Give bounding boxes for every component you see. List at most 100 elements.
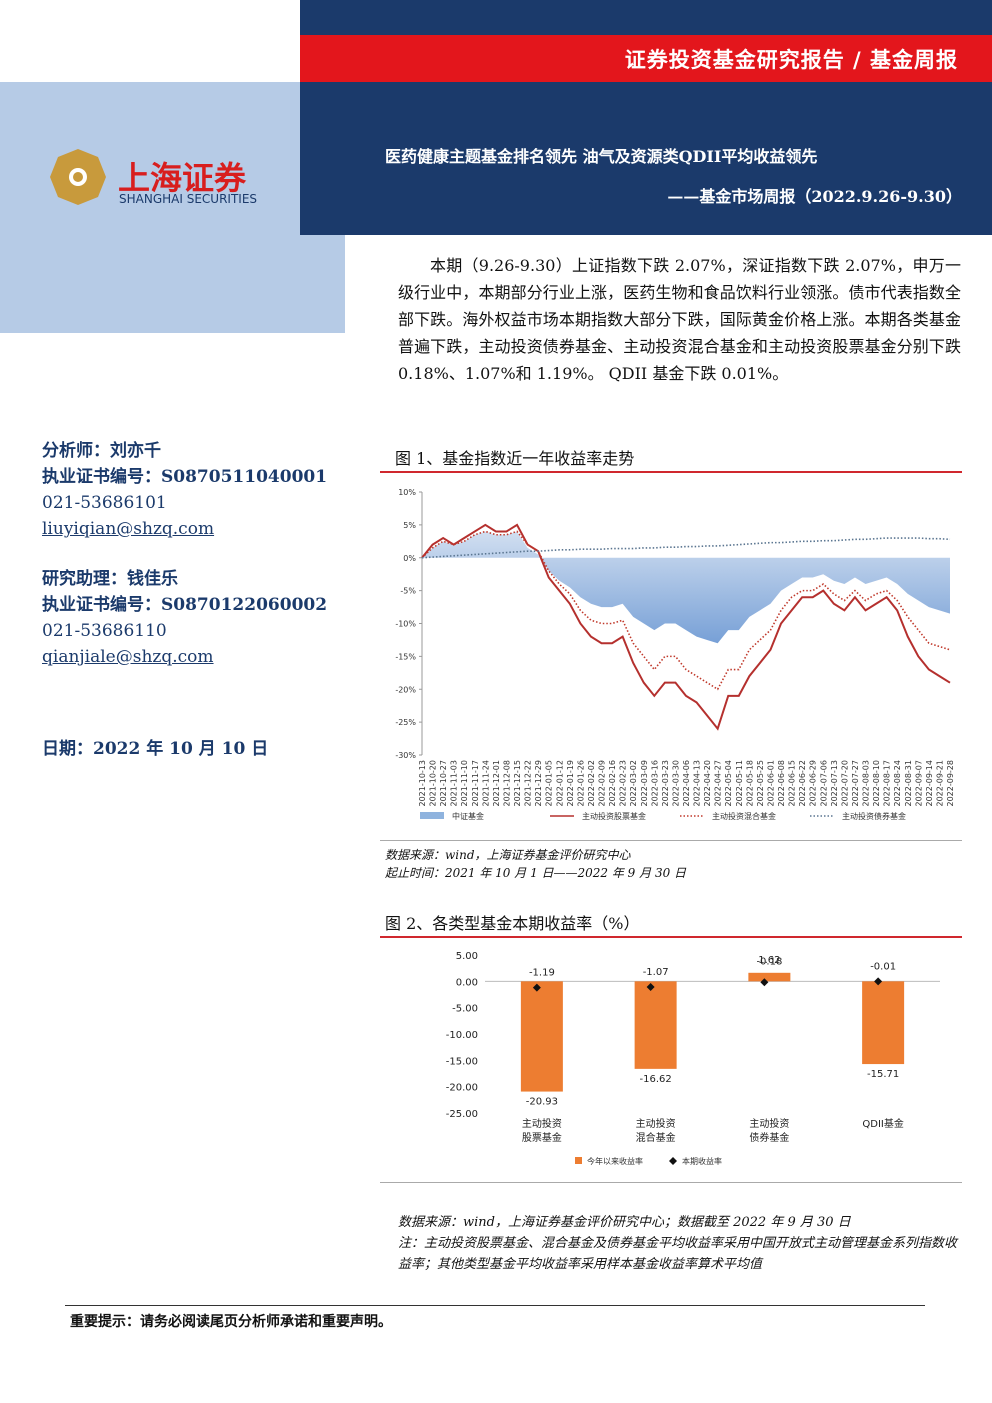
- analyst: 分析师：刘亦千: [42, 441, 161, 461]
- x-tick-label: 2022-02-23: [619, 760, 628, 807]
- bar-label: -15.71: [867, 1069, 899, 1080]
- x-tick-label: 2021-10-20: [429, 760, 438, 807]
- y-tick-label: -30%: [395, 751, 416, 760]
- x-tick-label: 2022-09-28: [946, 760, 955, 807]
- header-subtitle: ——基金市场周报（2022.9.26-9.30）: [667, 187, 962, 206]
- x-tick-label: 2022-01-05: [545, 760, 554, 807]
- x-tick-label: 2022-03-02: [629, 760, 638, 807]
- x-tick-label: 2021-12-15: [513, 760, 522, 807]
- bar: [520, 981, 563, 1092]
- cert: 执业证书编号：S0870511040001: [42, 467, 328, 487]
- x-tick-label: 2021-10-27: [439, 760, 448, 807]
- x-tick-label: 2022-03-16: [650, 760, 659, 807]
- bar-label: -20.93: [526, 1097, 558, 1108]
- legend-label: 中证基金: [452, 811, 484, 821]
- diamond: [874, 977, 883, 986]
- x-tick-label: 2022-08-17: [883, 760, 892, 807]
- x-tick-label: 2022-06-08: [777, 760, 786, 807]
- x-tick-label: 2022-07-20: [840, 760, 849, 807]
- legend-label: 主动投资股票基金: [582, 811, 646, 821]
- x-tick-label: 2022-08-31: [904, 760, 913, 807]
- x-tick-label: 2022-06-01: [766, 760, 775, 807]
- footer: 重要提示：请务必阅读尾页分析师承诺和重要声明。: [70, 1314, 392, 1330]
- x-tick-label: 2022-03-09: [640, 760, 649, 807]
- x-tick-label: 2022-01-12: [555, 760, 564, 807]
- header-red: [300, 35, 992, 82]
- side-band: [0, 82, 345, 333]
- legend-label: 主动投资混合基金: [712, 811, 776, 821]
- rule: [380, 840, 962, 841]
- x-tick-label: 2022-03-30: [671, 760, 680, 807]
- legend-label: 本期收益率: [682, 1156, 722, 1166]
- x-tick-label: 2022-09-21: [935, 760, 944, 807]
- dot-label: -1.19: [529, 968, 555, 979]
- y-tick-label: -5%: [400, 587, 416, 596]
- bar: [634, 981, 677, 1069]
- x-tick-label: 2021-11-03: [450, 760, 459, 807]
- email[interactable]: qianjiale@shzq.com: [42, 647, 214, 667]
- y-tick-label: -10%: [395, 620, 416, 629]
- x-tick-label: 2022-07-06: [819, 760, 828, 807]
- x-tick-label: QDII基金: [862, 1117, 903, 1130]
- x-tick-label: 2022-08-10: [872, 760, 881, 807]
- x-tick-label: 2022-04-06: [682, 760, 691, 807]
- legend-swatch: [669, 1157, 677, 1165]
- header-series: 证券投资基金研究报告 / 基金周报: [624, 47, 958, 72]
- legend-label: 今年以来收益率: [587, 1156, 643, 1166]
- x-tick-label: 2022-06-29: [809, 760, 818, 807]
- y-tick-label: -20%: [395, 685, 416, 694]
- x-tick-label: 2022-09-07: [914, 760, 923, 807]
- x-tick-label: 2022-06-15: [788, 760, 797, 807]
- x-tick-label: 2021-12-29: [534, 760, 543, 807]
- area: [422, 531, 950, 644]
- figure-caption: 图 2、各类型基金本期收益率（%）: [385, 914, 640, 933]
- figure-source: 数据来源：wind，上海证券基金评价研究中心起止时间：2021 年 10 月 1…: [385, 846, 686, 882]
- email[interactable]: liuyiqian@shzq.com: [42, 519, 215, 539]
- y-tick-label: 5%: [403, 521, 416, 530]
- x-tick-label: 2022-05-11: [735, 760, 744, 807]
- y-tick-label: -20.00: [446, 1083, 478, 1094]
- y-tick-label: -15.00: [446, 1056, 478, 1067]
- x-tick-label: 2021-10-13: [418, 760, 427, 807]
- period: 起止时间：2021 年 10 月 1 日——2022 年 9 月 30 日: [385, 866, 687, 880]
- y-tick-label: -5.00: [452, 1004, 478, 1015]
- x-tick-label: 2022-08-03: [862, 760, 871, 807]
- phone: 021-53686101: [42, 493, 167, 513]
- rule: [65, 1305, 925, 1306]
- logo-icon: [50, 149, 106, 205]
- figure-notes: 数据来源：wind，上海证券基金评价研究中心；数据截至 2022 年 9 月 3…: [398, 1212, 964, 1275]
- x-tick-label: 2022-02-16: [608, 760, 617, 807]
- x-tick-label: 2021-11-17: [471, 760, 480, 807]
- x-tick-label: 主动投资股票基金: [522, 1117, 562, 1144]
- assistant: 研究助理：钱佳乐: [42, 569, 178, 589]
- x-tick-label: 2022-03-23: [661, 760, 670, 807]
- y-tick-label: -10.00: [446, 1030, 478, 1041]
- diamond: [532, 983, 541, 992]
- y-tick-label: -25%: [395, 718, 416, 727]
- line: [421, 537, 951, 559]
- source: 数据来源：wind，上海证券基金评价研究中心；数据截至 2022 年 9 月 3…: [398, 1215, 851, 1230]
- x-tick-label: 2022-04-20: [703, 760, 712, 807]
- x-tick-label: 2021-11-10: [460, 760, 469, 807]
- legend-swatch: [575, 1157, 582, 1164]
- logo-cn: 上海证券: [118, 159, 247, 197]
- chart: 10% 5% 0% -5% -10% -15% -20% -25% -30%2021-10-13…: [395, 488, 955, 821]
- x-tick-label: 2021-11-24: [481, 760, 490, 807]
- line: [421, 523, 951, 731]
- x-tick-label: 2022-05-25: [756, 760, 765, 807]
- phone: 021-53686110: [42, 621, 167, 641]
- y-tick-label: -15%: [395, 652, 416, 661]
- source: 数据来源：wind，上海证券基金评价研究中心: [385, 848, 631, 862]
- summary: 本期（9.26-9.30）上证指数下跌 2.07%，深证指数下跌 2.07%，申…: [398, 256, 961, 383]
- line: [421, 530, 951, 691]
- bar-label: 1.62: [758, 955, 780, 966]
- y-tick-label: 10%: [398, 488, 416, 497]
- x-tick-label: 主动投资混合基金: [636, 1117, 676, 1144]
- legend-label: 主动投资债券基金: [842, 811, 906, 821]
- x-tick-label: 2021-12-01: [492, 760, 501, 807]
- x-tick-label: 2022-02-02: [587, 760, 596, 807]
- header-title: 医药健康主题基金排名领先 油气及资源类QDII平均收益领先: [385, 147, 818, 166]
- chart: 5.00 0.00 -5.00 -10.00 -15.00 -20.00 -25.00 主动投…: [446, 951, 940, 1166]
- y-tick-label: 5.00: [456, 951, 478, 962]
- x-tick-label: 2022-04-27: [714, 760, 723, 807]
